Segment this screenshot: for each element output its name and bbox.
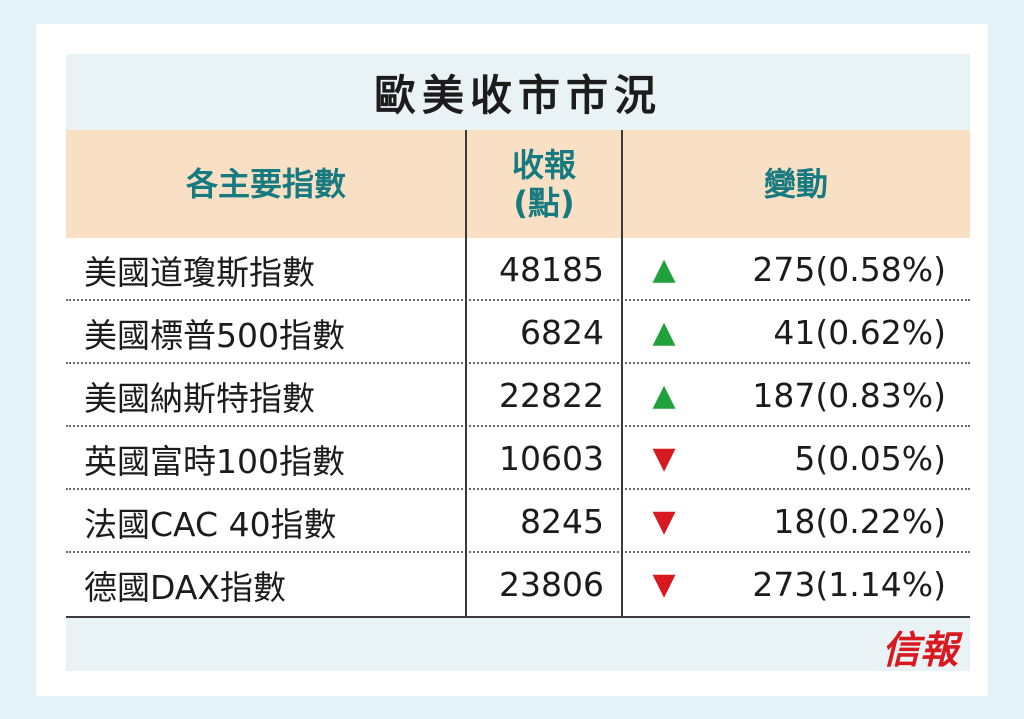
close-value: 48185 <box>499 250 604 289</box>
row-divider <box>66 551 970 553</box>
up-triangle-icon: ▲ <box>652 378 676 413</box>
down-triangle-icon: ▼ <box>652 567 676 602</box>
header-change-label: 變動 <box>763 165 828 203</box>
table-body <box>66 238 970 616</box>
table-row: 法國CAC 40指數 8245 ▼ 18(0.22%) <box>66 490 970 553</box>
table-title: 歐美收市市況 <box>373 70 662 120</box>
header-close-label: 收報 <box>511 146 576 184</box>
table-bottom-rule <box>66 616 970 618</box>
change-value: 5(0.05%) <box>794 439 946 478</box>
index-name: 德國DAX指數 <box>84 567 287 607</box>
close-value: 6824 <box>520 313 604 352</box>
up-triangle-icon: ▲ <box>652 315 676 350</box>
change-value: 187(0.83%) <box>752 376 946 415</box>
header-change: 變動 <box>622 130 970 238</box>
change-value: 275(0.58%) <box>752 250 946 289</box>
close-value: 8245 <box>520 502 604 541</box>
index-name: 美國納斯特指數 <box>84 378 315 418</box>
down-triangle-icon: ▼ <box>652 441 676 476</box>
index-name: 英國富時100指數 <box>84 441 345 481</box>
change-value: 273(1.14%) <box>752 565 946 604</box>
row-divider <box>66 488 970 490</box>
down-triangle-icon: ▼ <box>652 504 676 539</box>
header-index-name: 各主要指數 <box>66 130 466 238</box>
row-divider <box>66 299 970 301</box>
header-close-unit: (點) <box>513 184 575 222</box>
index-name: 美國標普500指數 <box>84 315 345 355</box>
header-close: 收報 (點) <box>466 130 622 238</box>
hkej-logo: 信報 <box>881 626 958 672</box>
row-divider <box>66 425 970 427</box>
change-value: 18(0.22%) <box>773 502 946 541</box>
change-value: 41(0.62%) <box>773 313 946 352</box>
up-triangle-icon: ▲ <box>652 252 676 287</box>
table-row: 美國標普500指數 6824 ▲ 41(0.62%) <box>66 301 970 364</box>
table-row: 英國富時100指數 10603 ▼ 5(0.05%) <box>66 427 970 490</box>
table-row: 美國納斯特指數 22822 ▲ 187(0.83%) <box>66 364 970 427</box>
table-header <box>66 130 970 238</box>
header-index-name-label: 各主要指數 <box>185 165 346 203</box>
close-value: 22822 <box>499 376 604 415</box>
index-name: 法國CAC 40指數 <box>84 504 337 544</box>
row-divider <box>66 362 970 364</box>
table-row: 美國道瓊斯指數 48185 ▲ 275(0.58%) <box>66 238 970 301</box>
column-divider-2 <box>621 130 623 616</box>
close-value: 10603 <box>499 439 604 478</box>
table-row: 德國DAX指數 23806 ▼ 273(1.14%) <box>66 553 970 616</box>
column-divider-1 <box>465 130 467 616</box>
index-name: 美國道瓊斯指數 <box>84 252 315 292</box>
close-value: 23806 <box>499 565 604 604</box>
